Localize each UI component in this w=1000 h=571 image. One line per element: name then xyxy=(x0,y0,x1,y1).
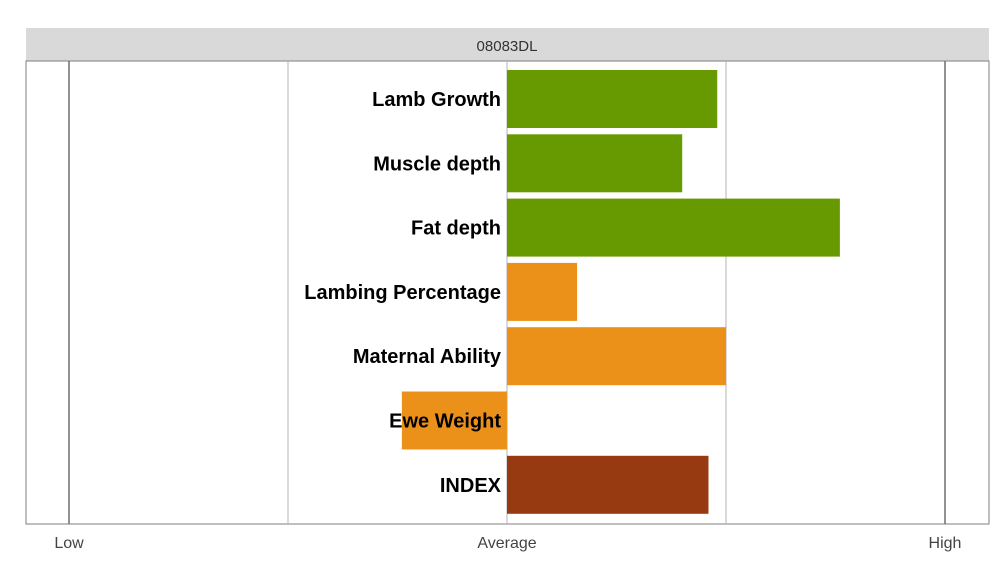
category-label: Muscle depth xyxy=(373,153,501,175)
bar xyxy=(507,134,683,193)
bar xyxy=(507,262,578,321)
category-label: Maternal Ability xyxy=(353,346,502,368)
chart-title: 08083DL xyxy=(477,38,538,55)
category-label: Lambing Percentage xyxy=(304,282,501,304)
bar xyxy=(507,327,726,386)
category-label: Ewe Weight xyxy=(389,411,501,433)
category-labels: Lamb Growth Muscle depth Fat depth Lambing … xyxy=(304,89,502,497)
x-tick-label: High xyxy=(929,535,962,552)
category-label: Lamb Growth xyxy=(372,89,501,111)
bar xyxy=(507,70,718,128)
bars xyxy=(401,70,840,514)
x-tick-label: Average xyxy=(477,535,536,552)
x-tick-label: Low xyxy=(54,535,84,552)
category-label: INDEX xyxy=(440,475,502,497)
bar xyxy=(401,391,507,450)
bar xyxy=(507,198,840,257)
bar xyxy=(507,455,709,514)
category-label: Fat depth xyxy=(411,218,501,240)
x-axis-tick-labels: Low Average High xyxy=(54,535,961,552)
chart-title-strip xyxy=(26,28,989,61)
